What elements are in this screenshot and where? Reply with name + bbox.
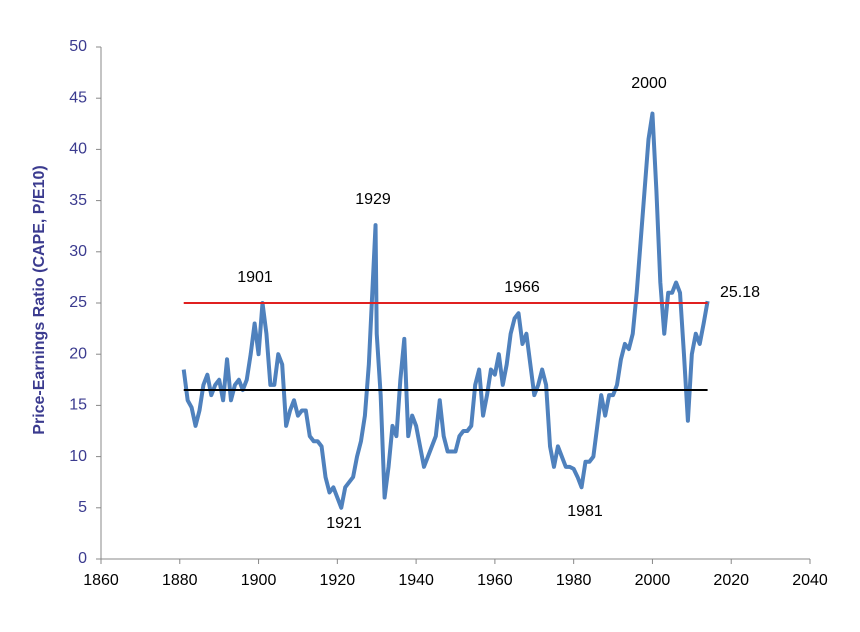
data-line [181,111,710,510]
y-tick-label: 30 [69,243,87,260]
x-tick-label: 1940 [398,572,434,589]
x-tick-label: 1920 [320,572,356,589]
x-tick-label: 1880 [162,572,198,589]
y-tick-label: 0 [78,550,87,567]
x-tick-label: 1960 [477,572,513,589]
annotation: 1901 [237,269,273,286]
annotation: 1929 [355,191,391,208]
annotation: 1966 [504,279,540,296]
x-tick-label: 2040 [792,572,828,589]
x-tick-label: 1860 [83,572,119,589]
y-tick-label: 5 [78,499,87,516]
y-tick-label: 20 [69,345,87,362]
y-tick-label: 25 [69,294,87,311]
annotation: 1981 [567,503,603,520]
x-tick-label: 1980 [556,572,592,589]
y-axis-title: Price-Earnings Ratio (CAPE, P/E10) [31,165,48,434]
y-tick-label: 15 [69,397,87,414]
x-tick-label: 2020 [713,572,749,589]
y-tick-label: 45 [69,89,87,106]
x-tick-label: 2000 [635,572,671,589]
annotation: 1921 [326,515,362,532]
x-tick-label: 1900 [241,572,277,589]
annotation: 2000 [631,75,667,92]
y-tick-label: 35 [69,192,87,209]
annotation: 25.18 [720,284,760,301]
y-tick-label: 50 [69,38,87,55]
y-tick-label: 10 [69,448,87,465]
y-tick-label: 40 [69,141,87,158]
